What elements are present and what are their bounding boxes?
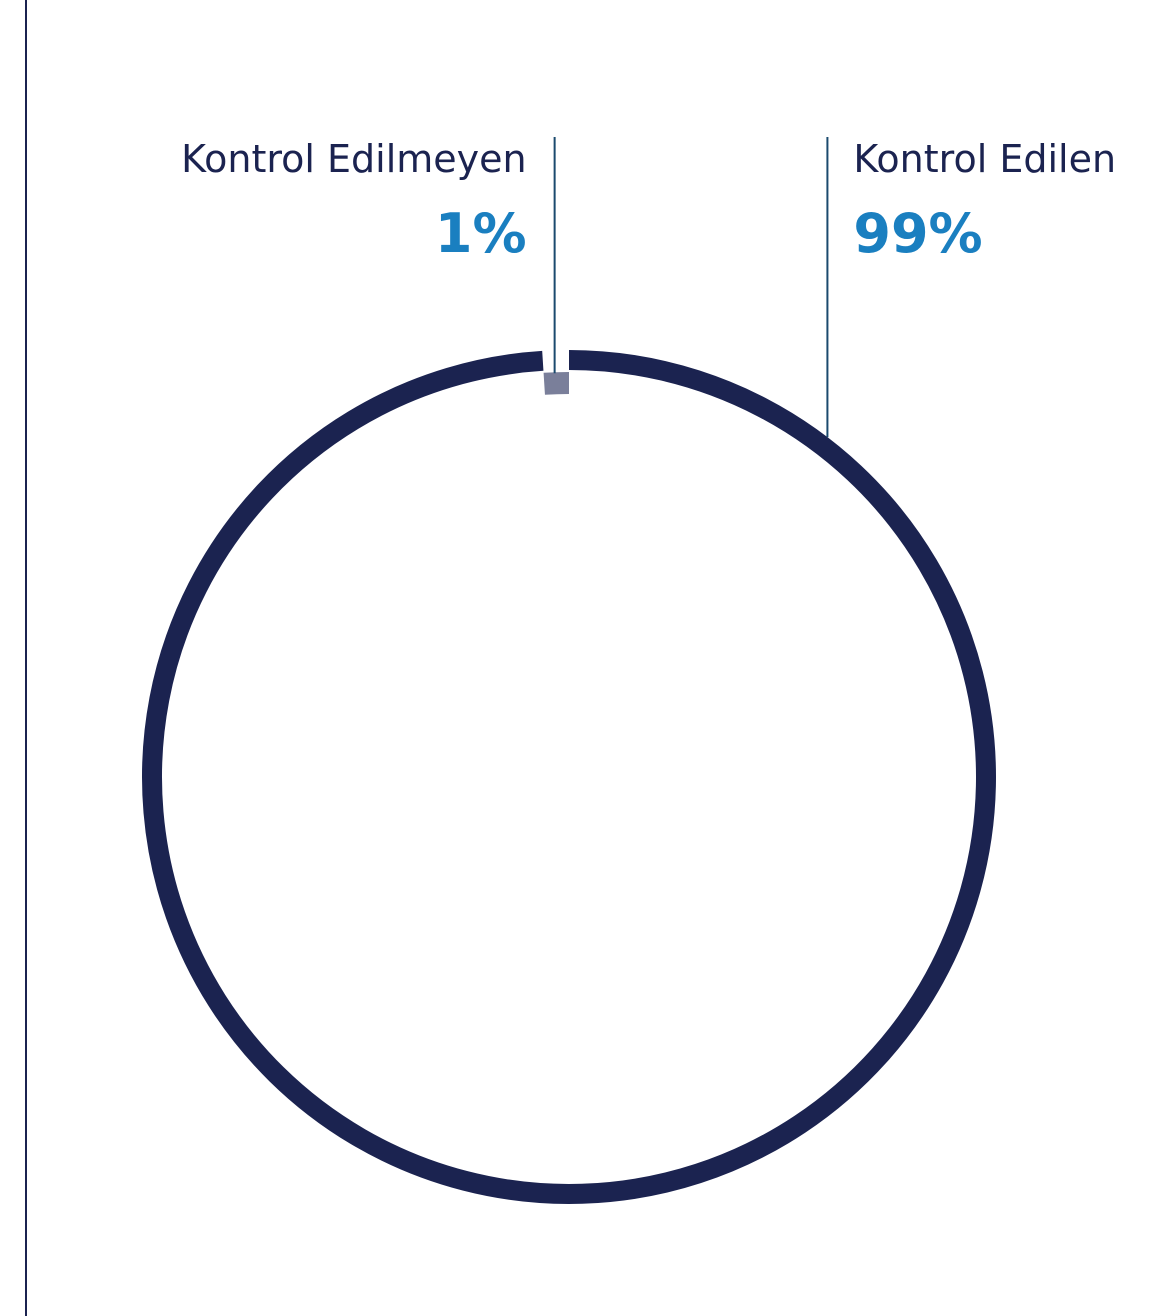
segment-value: 99% xyxy=(853,202,982,265)
segment-label: Kontrol Edilen xyxy=(853,137,1116,181)
donut-segment xyxy=(142,350,996,1204)
segment-label: Kontrol Edilmeyen xyxy=(181,137,527,181)
donut-segment xyxy=(543,372,570,395)
segment-value: 1% xyxy=(435,202,527,265)
